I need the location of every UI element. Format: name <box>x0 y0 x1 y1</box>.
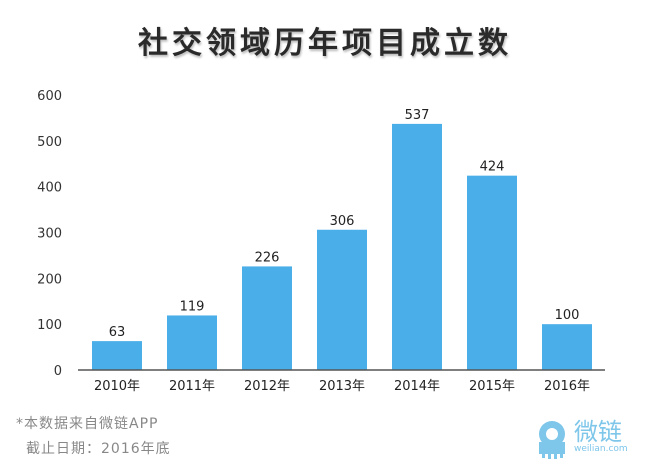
x-tick-label: 2014年 <box>394 379 440 394</box>
octopus-logo-icon <box>539 421 565 459</box>
source-note: *本数据来自微链APP <box>16 416 159 432</box>
data-label: 119 <box>180 299 205 314</box>
logo-name: 微链 <box>574 418 622 446</box>
data-label: 424 <box>480 160 505 175</box>
bar <box>542 324 592 370</box>
data-label: 537 <box>405 108 430 123</box>
x-tick-label: 2011年 <box>169 379 215 394</box>
y-tick-label: 300 <box>37 227 62 242</box>
bar <box>392 123 442 370</box>
y-tick-label: 200 <box>37 272 62 287</box>
data-label: 63 <box>109 325 126 340</box>
bar <box>317 229 367 370</box>
x-tick-label: 2012年 <box>244 379 290 394</box>
date-note: 截止日期：2016年底 <box>26 441 171 457</box>
y-tick-label: 100 <box>37 318 62 333</box>
y-tick-label: 0 <box>54 364 62 379</box>
y-tick-label: 400 <box>37 181 62 196</box>
data-label: 100 <box>555 308 580 323</box>
bar <box>167 315 217 370</box>
x-tick-label: 2010年 <box>94 379 140 394</box>
x-tick-label: 2015年 <box>469 379 515 394</box>
x-tick-label: 2013年 <box>319 379 365 394</box>
logo-url: weilian.com <box>574 444 628 454</box>
y-tick-label: 500 <box>37 135 62 150</box>
data-label: 226 <box>255 250 280 265</box>
x-tick-label: 2016年 <box>544 379 590 394</box>
bar <box>242 266 292 370</box>
chart-title: 社交领域历年项目成立数 <box>138 26 512 61</box>
data-label: 306 <box>330 214 355 229</box>
y-tick-label: 600 <box>37 89 62 104</box>
weilian-logo: 微链 weilian.com <box>532 412 642 462</box>
bar <box>467 175 517 370</box>
bar <box>92 341 142 370</box>
